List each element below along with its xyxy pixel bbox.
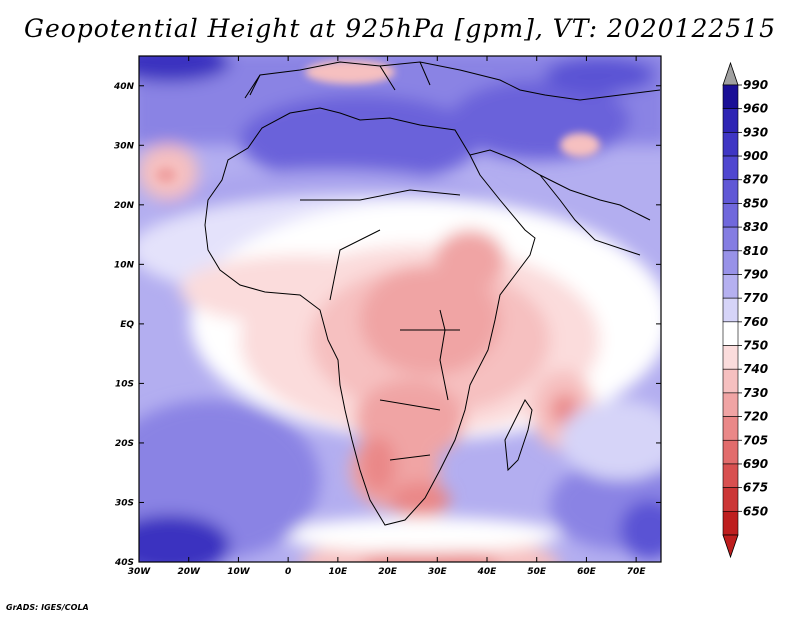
lon-tick-label: 30E	[428, 567, 448, 577]
colorbar-swatch	[722, 108, 739, 133]
colorbar-label: 870	[743, 173, 768, 187]
colorbar-swatch	[722, 250, 739, 275]
colorbar-label: 690	[743, 457, 768, 471]
colorbar-swatch	[722, 203, 739, 228]
colorbar-swatch	[722, 345, 739, 370]
colorbar-label: 770	[743, 291, 768, 305]
lon-tick-label: 50E	[527, 567, 547, 577]
lon-tick-label: 10E	[329, 567, 349, 577]
chart-title: Geopotential Height at 925hPa [gpm], VT:…	[23, 14, 777, 43]
lon-tick-label: 0	[285, 567, 291, 577]
colorbar-swatch	[722, 368, 739, 394]
lat-tick-label: 20S	[115, 439, 134, 449]
colorbar-label: 990	[743, 78, 768, 92]
colorbar-label: 720	[743, 410, 768, 424]
coastlines	[204, 61, 661, 526]
colorbar-swatch	[722, 511, 739, 536]
plot-frame	[138, 55, 662, 563]
colorbar-swatch	[722, 463, 739, 488]
colorbar-label: 740	[743, 362, 768, 376]
colorbar-label: 960	[743, 102, 768, 116]
colorbar-swatch	[722, 487, 739, 512]
lon-tick-label: 20W	[177, 567, 201, 577]
colorbar-label: 650	[743, 504, 768, 518]
colorbar-label: 760	[743, 315, 768, 329]
lat-tick-label: 40N	[113, 82, 135, 92]
lon-tick-label: 20E	[378, 567, 398, 577]
colorbar-swatch	[722, 132, 739, 157]
colorbar-label: 830	[743, 220, 768, 234]
colorbar-label: 790	[743, 267, 768, 281]
lat-tick-label: 20N	[114, 201, 135, 211]
colorbar-label: 730	[743, 386, 768, 400]
colorbar-under-arrow	[722, 534, 739, 559]
colorbar-label: 810	[743, 244, 768, 258]
lat-tick-label: 10N	[114, 260, 135, 270]
colorbar-label: 750	[743, 339, 768, 353]
colorbar-swatch	[722, 226, 739, 252]
colorbar-swatch	[722, 321, 739, 346]
colorbar-swatch	[722, 179, 739, 204]
lat-tick-label: 30S	[115, 498, 134, 508]
colorbar-swatch	[722, 439, 739, 465]
lon-tick-label: 70E	[627, 567, 647, 577]
lat-tick-label: 30N	[114, 141, 135, 151]
colorbar-swatch	[722, 274, 739, 299]
colorbar-label: 850	[743, 196, 768, 210]
colorbar-over-arrow	[722, 61, 739, 86]
grads-credit: GrADS: IGES/COLA	[6, 603, 89, 612]
colorbar-swatch	[722, 416, 739, 441]
height-field	[139, 56, 661, 562]
lon-tick-label: 10W	[227, 567, 251, 577]
lon-tick-label: 60E	[577, 567, 597, 577]
colorbar-swatch	[722, 84, 739, 109]
lat-tick-label: 10S	[115, 379, 134, 389]
colorbar-label: 900	[743, 149, 768, 163]
axis-ticks: 30W 20W 10W 0 10E 20E 30E 40E 50E 60E 70E 40N 30N 20N…	[113, 56, 661, 577]
colorbar-label: 930	[743, 125, 768, 139]
colorbar: 990 960 930 900 870 850 830 810 790 770 760 750 740 7…	[722, 61, 768, 559]
lat-tick-label: EQ	[120, 320, 134, 330]
colorbar-swatch	[722, 392, 739, 417]
colorbar-label: 675	[743, 481, 768, 495]
lon-tick-label: 40E	[477, 567, 498, 577]
lat-tick-label: 40S	[114, 558, 134, 568]
lon-tick-label: 30W	[128, 567, 152, 577]
colorbar-label: 705	[743, 433, 768, 447]
colorbar-swatch	[722, 297, 739, 323]
colorbar-swatch	[722, 155, 739, 181]
